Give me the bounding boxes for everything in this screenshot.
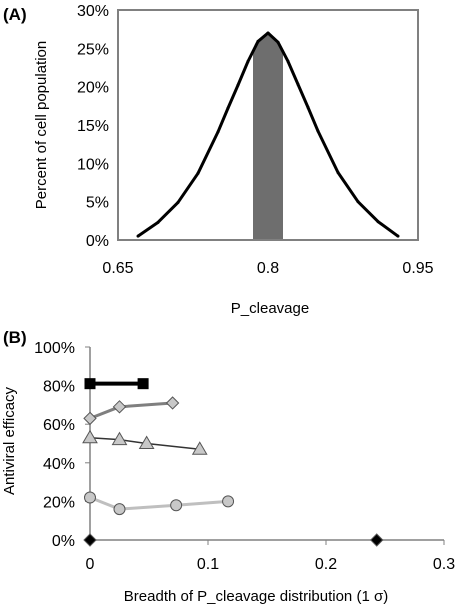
panel-a-y-tick-label: 25% <box>77 41 109 58</box>
panel-b-series-5 <box>83 533 384 547</box>
panel-a-data-point <box>306 105 310 109</box>
panel-a-data-point <box>256 39 260 43</box>
panel-a-y-tick-label: 15% <box>77 118 109 135</box>
panel-a-y-tick-label: 10% <box>77 156 109 173</box>
panel-b-x-tick-label: 0.2 <box>315 556 337 573</box>
panel-b-diamond-marker <box>83 533 97 547</box>
panel-a-y-ticks: 0% 5% 10% 15% 20% 25% 30% <box>77 3 109 250</box>
panel-a-plot-frame <box>117 9 419 241</box>
panel-b-triangle-marker <box>82 429 98 444</box>
panel-b-x-ticks: 0 0.1 0.2 0.3 <box>86 540 455 573</box>
panel-b-series-line <box>89 496 229 511</box>
panel-b-diamond-marker <box>112 400 127 414</box>
panel-a-x-ticks: 0.65 0.8 0.95 <box>102 260 433 277</box>
panel-a-data-point <box>276 40 280 44</box>
panel-b-diamond-marker <box>370 533 384 547</box>
panel-b-x-tick-label: 0.3 <box>433 556 455 573</box>
panel-b: (B) 0% 20% 40% 60% 80% 100% 0 0.1 0.2 0.3 Antivi… <box>1 328 455 605</box>
panel-a-data-point <box>246 59 250 63</box>
panel-a-data-point <box>176 200 180 204</box>
panel-b-series-4 <box>84 491 235 516</box>
panel-b-series <box>82 378 384 547</box>
panel-a-data-point <box>356 200 360 204</box>
panel-b-series-3 <box>82 429 208 455</box>
panel-a: (A) 0% 5% 10% 15% 20% 25% 30% 0.65 0.8 0.95 Perc… <box>3 3 434 317</box>
panel-a-data-point <box>196 171 200 175</box>
panel-a-data-point <box>336 171 340 175</box>
panel-a-y-tick-label: 0% <box>86 233 109 250</box>
panel-b-circle-marker <box>113 503 126 516</box>
panel-b-triangle-marker <box>111 431 128 446</box>
panel-b-y-tick-label: 0% <box>52 533 75 550</box>
panel-b-triangle-marker <box>191 441 208 455</box>
panel-a-y-tick-label: 5% <box>86 195 109 212</box>
panel-a-x-tick-label: 0.8 <box>257 260 279 277</box>
panel-b-x-axis-label: Breadth of P_cleavage distribution (1 σ) <box>124 588 388 605</box>
panel-b-circle-marker <box>84 491 96 504</box>
panel-a-points <box>136 31 400 238</box>
panel-b-x-tick-label: 0 <box>86 556 95 573</box>
panel-b-y-tick-label: 60% <box>43 417 75 434</box>
panel-b-y-axis-label: Antiviral efficacy <box>1 386 18 495</box>
panel-a-label: (A) <box>3 5 27 24</box>
panel-b-square-marker <box>84 378 96 390</box>
panel-b-diamond-marker <box>83 411 97 426</box>
panel-a-y-tick-label: 30% <box>77 3 109 20</box>
panel-b-series-2 <box>83 396 180 426</box>
panel-a-data-point <box>216 130 220 134</box>
panel-a-data-point <box>136 234 140 238</box>
panel-b-triangle-marker <box>138 435 155 449</box>
panel-b-series-1 <box>84 378 149 390</box>
panel-a-data-point <box>226 106 230 110</box>
panel-a-data-point <box>266 31 270 35</box>
panel-b-y-tick-label: 80% <box>43 379 75 396</box>
panel-a-x-tick-label: 0.65 <box>102 260 133 277</box>
panel-a-data-point <box>296 82 300 86</box>
panel-a-data-point <box>236 83 240 87</box>
panel-b-diamond-marker <box>165 396 180 410</box>
panel-a-data-point <box>316 129 320 133</box>
panel-b-y-ticks: 0% 20% 40% 60% 80% 100% <box>34 340 90 550</box>
panel-a-data-point <box>156 220 160 224</box>
panel-b-square-marker <box>137 378 149 390</box>
panel-a-y-axis-label: Percent of cell population <box>33 41 50 209</box>
panel-a-x-axis-label: P_cleavage <box>231 300 309 317</box>
panel-b-label: (B) <box>3 328 27 347</box>
panel-b-y-tick-label: 40% <box>43 456 75 473</box>
panel-a-data-point <box>286 59 290 63</box>
panel-a-x-tick-label: 0.95 <box>402 260 433 277</box>
panel-b-circle-marker <box>170 499 183 512</box>
panel-b-circle-marker <box>222 495 235 508</box>
panel-b-series-line <box>89 401 173 420</box>
panel-b-y-tick-label: 100% <box>34 340 75 357</box>
panel-b-y-tick-label: 20% <box>43 494 75 511</box>
panel-a-shaded-region <box>253 33 283 240</box>
panel-b-series-line <box>89 436 200 451</box>
panel-a-data-point <box>376 220 380 224</box>
panel-a-data-point <box>396 234 400 238</box>
panel-a-y-tick-label: 20% <box>77 80 109 97</box>
panel-b-x-tick-label: 0.1 <box>197 556 219 573</box>
